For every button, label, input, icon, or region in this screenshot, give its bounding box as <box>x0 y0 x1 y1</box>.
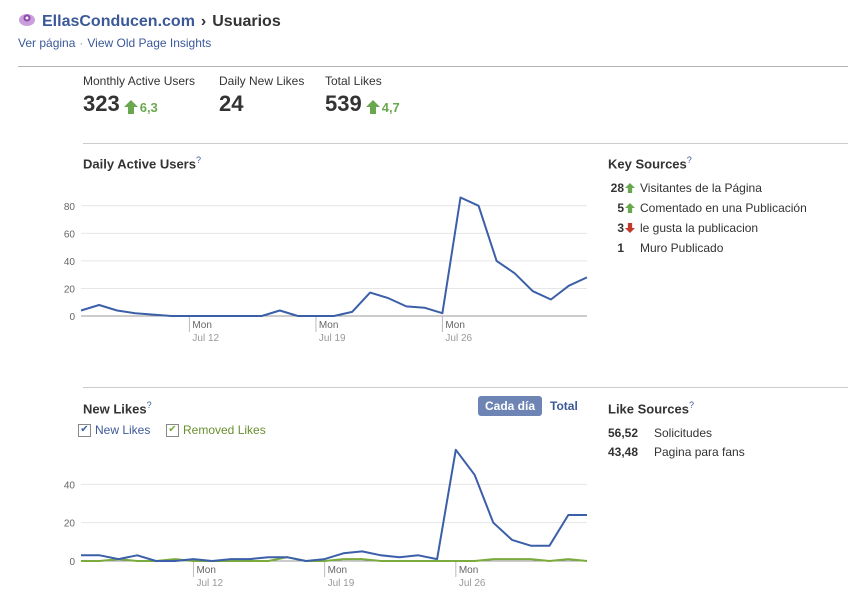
key-sources-title-text: Key Sources <box>608 156 687 172</box>
y-tick-label: 60 <box>64 229 76 240</box>
help-icon[interactable]: ? <box>686 155 692 165</box>
y-tick-label: 80 <box>64 202 76 213</box>
like-source-value: 56,52 <box>608 426 639 440</box>
new-likes-chart: 0 20 40 Mon Jul 12 Mon Jul 19 Mon Jul 26 <box>64 448 588 589</box>
checkbox-checked-icon[interactable]: ✔ <box>166 423 179 437</box>
x-tick-date: Jul 12 <box>196 578 223 589</box>
metric-delta-value: 6,3 <box>139 99 158 115</box>
new-likes-title-text: New Likes <box>83 401 147 417</box>
legend-removed-label: Removed Likes <box>183 423 266 437</box>
x-tick-day: Mon <box>192 320 211 331</box>
y-tick-label: 20 <box>64 284 76 295</box>
x-tick-day: Mon <box>196 565 215 576</box>
like-source-row: 43,48 Pagina para fans <box>608 445 745 464</box>
like-source-row: 56,52 Solicitudes <box>608 426 745 445</box>
key-source-label: Visitantes de la Página <box>640 181 762 195</box>
like-sources-title-text: Like Sources <box>608 401 689 417</box>
arrow-up-icon <box>123 100 138 114</box>
old-insights-link[interactable]: View Old Page Insights <box>87 36 212 50</box>
x-tick-date: Jul 12 <box>192 333 219 344</box>
x-tick-date: Jul 26 <box>445 333 472 344</box>
x-tick-date: Jul 19 <box>319 333 346 344</box>
key-source-count: 1 <box>617 241 624 255</box>
x-tick-date: Jul 26 <box>459 578 486 589</box>
help-icon[interactable]: ? <box>688 400 694 410</box>
metric-value: 539 <box>325 91 362 116</box>
key-source-row: 28 Visitantes de la Página <box>604 178 807 198</box>
y-tick-label: 40 <box>64 257 76 268</box>
period-toggle: Cada día Total <box>478 396 578 416</box>
legend-removed-likes[interactable]: ✔ Removed Likes <box>166 423 266 437</box>
section-divider <box>83 387 848 388</box>
key-source-label: Comentado en una Publicación <box>640 201 807 215</box>
legend-new-likes[interactable]: ✔ New Likes <box>78 423 150 437</box>
legend-new-label: New Likes <box>95 423 151 437</box>
x-tick-day: Mon <box>459 565 478 576</box>
metric-delta-value: 4,7 <box>381 99 400 115</box>
key-sources-title: Key Sources? <box>608 155 692 171</box>
daily-toggle-button[interactable]: Cada día <box>478 396 543 416</box>
like-source-label: Solicitudes <box>654 426 713 440</box>
metric-delta: 4,7 <box>365 99 400 115</box>
page-title: Usuarios <box>212 12 281 30</box>
x-tick-date: Jul 19 <box>328 578 355 589</box>
key-sources-list: 28 Visitantes de la Página 5 Comentado e… <box>604 178 807 258</box>
x-tick-day: Mon <box>319 320 338 331</box>
key-source-row: 1 Muro Publicado <box>604 238 807 258</box>
link-separator: · <box>79 36 84 50</box>
key-source-row: 5 Comentado en una Publicación <box>604 198 807 218</box>
metric-value: 24 <box>219 91 244 116</box>
key-source-label: Muro Publicado <box>640 241 724 255</box>
arrow-up-icon <box>365 100 380 114</box>
page-header: EllasConducen.com › Usuarios <box>18 11 281 32</box>
metric-label: Monthly Active Users <box>83 74 196 88</box>
x-tick-day: Mon <box>328 565 347 576</box>
daily-active-title: Daily Active Users? <box>83 155 201 171</box>
series-line <box>81 448 587 562</box>
metric-label: Total Likes <box>325 74 382 88</box>
metric-monthly-active: Monthly Active Users 323 6,3 <box>83 74 195 117</box>
like-source-value: 43,48 <box>608 445 639 459</box>
help-icon[interactable]: ? <box>195 155 201 165</box>
metric-total-likes: Total Likes 539 4,7 <box>325 74 400 117</box>
like-sources-list: 56,52 Solicitudes 43,48 Pagina para fans <box>608 426 745 464</box>
y-tick-label: 0 <box>69 312 75 323</box>
site-name-link[interactable]: EllasConducen.com <box>42 12 195 30</box>
like-sources-title: Like Sources? <box>608 400 694 416</box>
key-source-count: 5 <box>617 201 624 215</box>
site-logo-icon <box>18 11 36 32</box>
metric-daily-new-likes: Daily New Likes 24 <box>219 74 304 117</box>
x-tick-day: Mon <box>445 320 464 331</box>
help-icon[interactable]: ? <box>146 400 152 410</box>
key-source-count: 28 <box>610 181 624 195</box>
arrow-up-icon <box>624 183 636 193</box>
view-page-link[interactable]: Ver página <box>18 36 76 50</box>
arrow-up-icon <box>624 203 636 213</box>
metric-label: Daily New Likes <box>219 74 305 88</box>
checkbox-checked-icon[interactable]: ✔ <box>78 423 91 437</box>
key-source-count: 3 <box>617 221 624 235</box>
y-tick-label: 0 <box>69 557 75 568</box>
key-source-label: le gusta la publicacion <box>640 221 759 235</box>
metric-delta: 6,3 <box>123 99 158 115</box>
total-toggle-link[interactable]: Total <box>550 399 578 413</box>
key-source-row: 3 le gusta la publicacion <box>604 218 807 238</box>
breadcrumb-separator: › <box>200 12 207 30</box>
daily-active-chart: 0 20 40 60 80 Mon Jul 12 Mon Jul 19 Mon Jul 26 <box>64 196 588 344</box>
series-line <box>80 196 588 317</box>
metric-value: 323 <box>83 91 120 116</box>
new-likes-title: New Likes? <box>83 400 152 416</box>
daily-active-title-text: Daily Active Users <box>83 156 196 172</box>
y-tick-label: 40 <box>64 480 76 491</box>
header-links: Ver página · View Old Page Insights <box>18 36 211 50</box>
y-tick-label: 20 <box>64 519 76 530</box>
header-divider <box>18 66 848 67</box>
arrow-down-icon <box>624 223 636 233</box>
metrics-divider <box>83 143 848 144</box>
like-source-label: Pagina para fans <box>654 445 745 459</box>
